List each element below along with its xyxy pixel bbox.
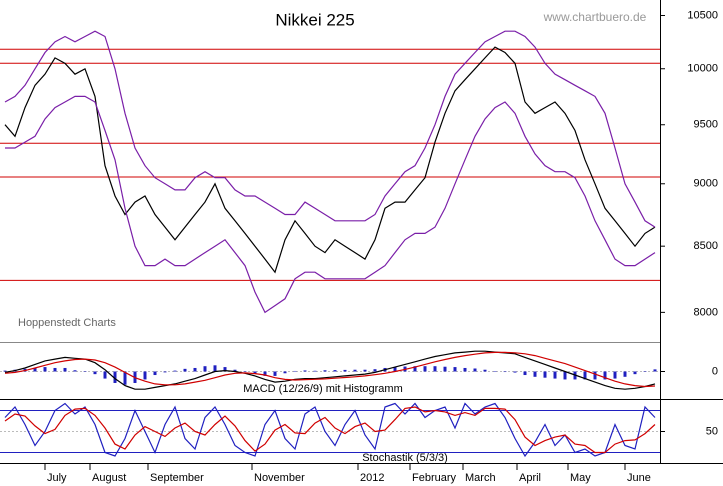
x-tick-label: September (150, 472, 204, 484)
histogram-bar (173, 370, 177, 372)
x-tick-label: August (92, 472, 126, 484)
histogram-bar (233, 369, 237, 372)
histogram-bar (103, 371, 107, 379)
histogram-bar (123, 371, 127, 385)
histogram-bar (463, 367, 467, 372)
chart-title: Nikkei 225 (275, 10, 354, 29)
histogram-bar (183, 368, 187, 372)
histogram-bar (523, 371, 527, 376)
histogram-bar (553, 371, 557, 379)
histogram-bar (203, 366, 207, 372)
histogram-bar (343, 369, 347, 372)
histogram-bar (493, 371, 497, 372)
histogram-bar (513, 371, 517, 373)
histogram-bar (313, 370, 317, 372)
histogram-bar (443, 366, 447, 372)
histogram-bar (303, 370, 307, 372)
histogram-bar (533, 371, 537, 377)
credit: Hoppenstedt Charts (18, 317, 116, 329)
y-tick-label: 50 (706, 425, 718, 437)
x-tick-label: June (627, 472, 651, 484)
histogram-bar (253, 371, 257, 374)
histogram-bar (623, 371, 627, 377)
histogram-bar (83, 371, 87, 372)
y-tick-label: 10000 (687, 63, 718, 75)
series-line (4, 351, 656, 388)
histogram-bar (43, 367, 47, 372)
histogram-bar (353, 369, 357, 372)
histogram-bar (433, 366, 437, 372)
histogram-bar (293, 370, 297, 372)
series-line (5, 95, 656, 314)
histogram-bar (263, 371, 267, 376)
histogram-bar (483, 369, 487, 372)
y-tick-label: 8500 (694, 240, 718, 252)
y-tick-label: 0 (712, 365, 718, 377)
histogram-bar (363, 369, 367, 372)
histogram-bar (653, 369, 657, 372)
histogram-bar (3, 370, 7, 372)
series-line (4, 46, 656, 274)
histogram-bar (583, 371, 587, 380)
x-tick-label: April (519, 472, 541, 484)
y-tick-label: 9000 (694, 178, 718, 190)
histogram-bar (33, 367, 37, 372)
histogram-bar (63, 367, 67, 372)
histogram-bar (633, 371, 637, 375)
histogram-bar (113, 371, 117, 383)
histogram-bar (53, 367, 57, 372)
series-line (4, 350, 656, 390)
histogram-bar (543, 371, 547, 378)
histogram-bar (563, 371, 567, 380)
panel-title: Stochastik (5/3/3) (362, 452, 448, 464)
histogram-bar (73, 370, 77, 372)
histogram-bar (613, 371, 617, 379)
source: www.chartbuero.de (543, 10, 647, 24)
x-tick-label: July (47, 472, 67, 484)
histogram-bar (333, 370, 337, 372)
histogram-bar (193, 367, 197, 372)
histogram-bar (153, 371, 157, 376)
histogram-bar (413, 366, 417, 372)
histogram-bar (473, 368, 477, 372)
y-tick-label: 9500 (694, 119, 718, 131)
x-tick-label: May (570, 472, 591, 484)
histogram-bar (503, 371, 507, 373)
histogram-bar (283, 371, 287, 374)
series-line (4, 402, 656, 458)
histogram-bar (323, 370, 327, 372)
histogram-bar (593, 371, 597, 380)
x-tick-label: 2012 (360, 472, 384, 484)
y-tick-label: 8000 (694, 306, 718, 318)
histogram-bar (213, 365, 217, 372)
histogram-bar (143, 371, 147, 380)
series-line (4, 406, 656, 454)
histogram-bar (393, 367, 397, 372)
y-tick-label: 10500 (687, 9, 718, 21)
histogram-bar (163, 371, 167, 373)
series-line (4, 30, 656, 228)
histogram-bar (423, 366, 427, 372)
histogram-bar (643, 371, 647, 372)
histogram-bar (453, 367, 457, 372)
histogram-bar (223, 367, 227, 372)
histogram-bar (373, 369, 377, 372)
histogram-bar (243, 371, 247, 372)
panel-title: MACD (12/26/9) mit Histogramm (243, 383, 403, 395)
histogram-bar (273, 371, 277, 376)
x-tick-label: November (254, 472, 305, 484)
x-tick-label: February (412, 472, 457, 484)
x-tick-label: March (465, 472, 496, 484)
histogram-bar (603, 371, 607, 380)
histogram-bar (93, 371, 97, 375)
